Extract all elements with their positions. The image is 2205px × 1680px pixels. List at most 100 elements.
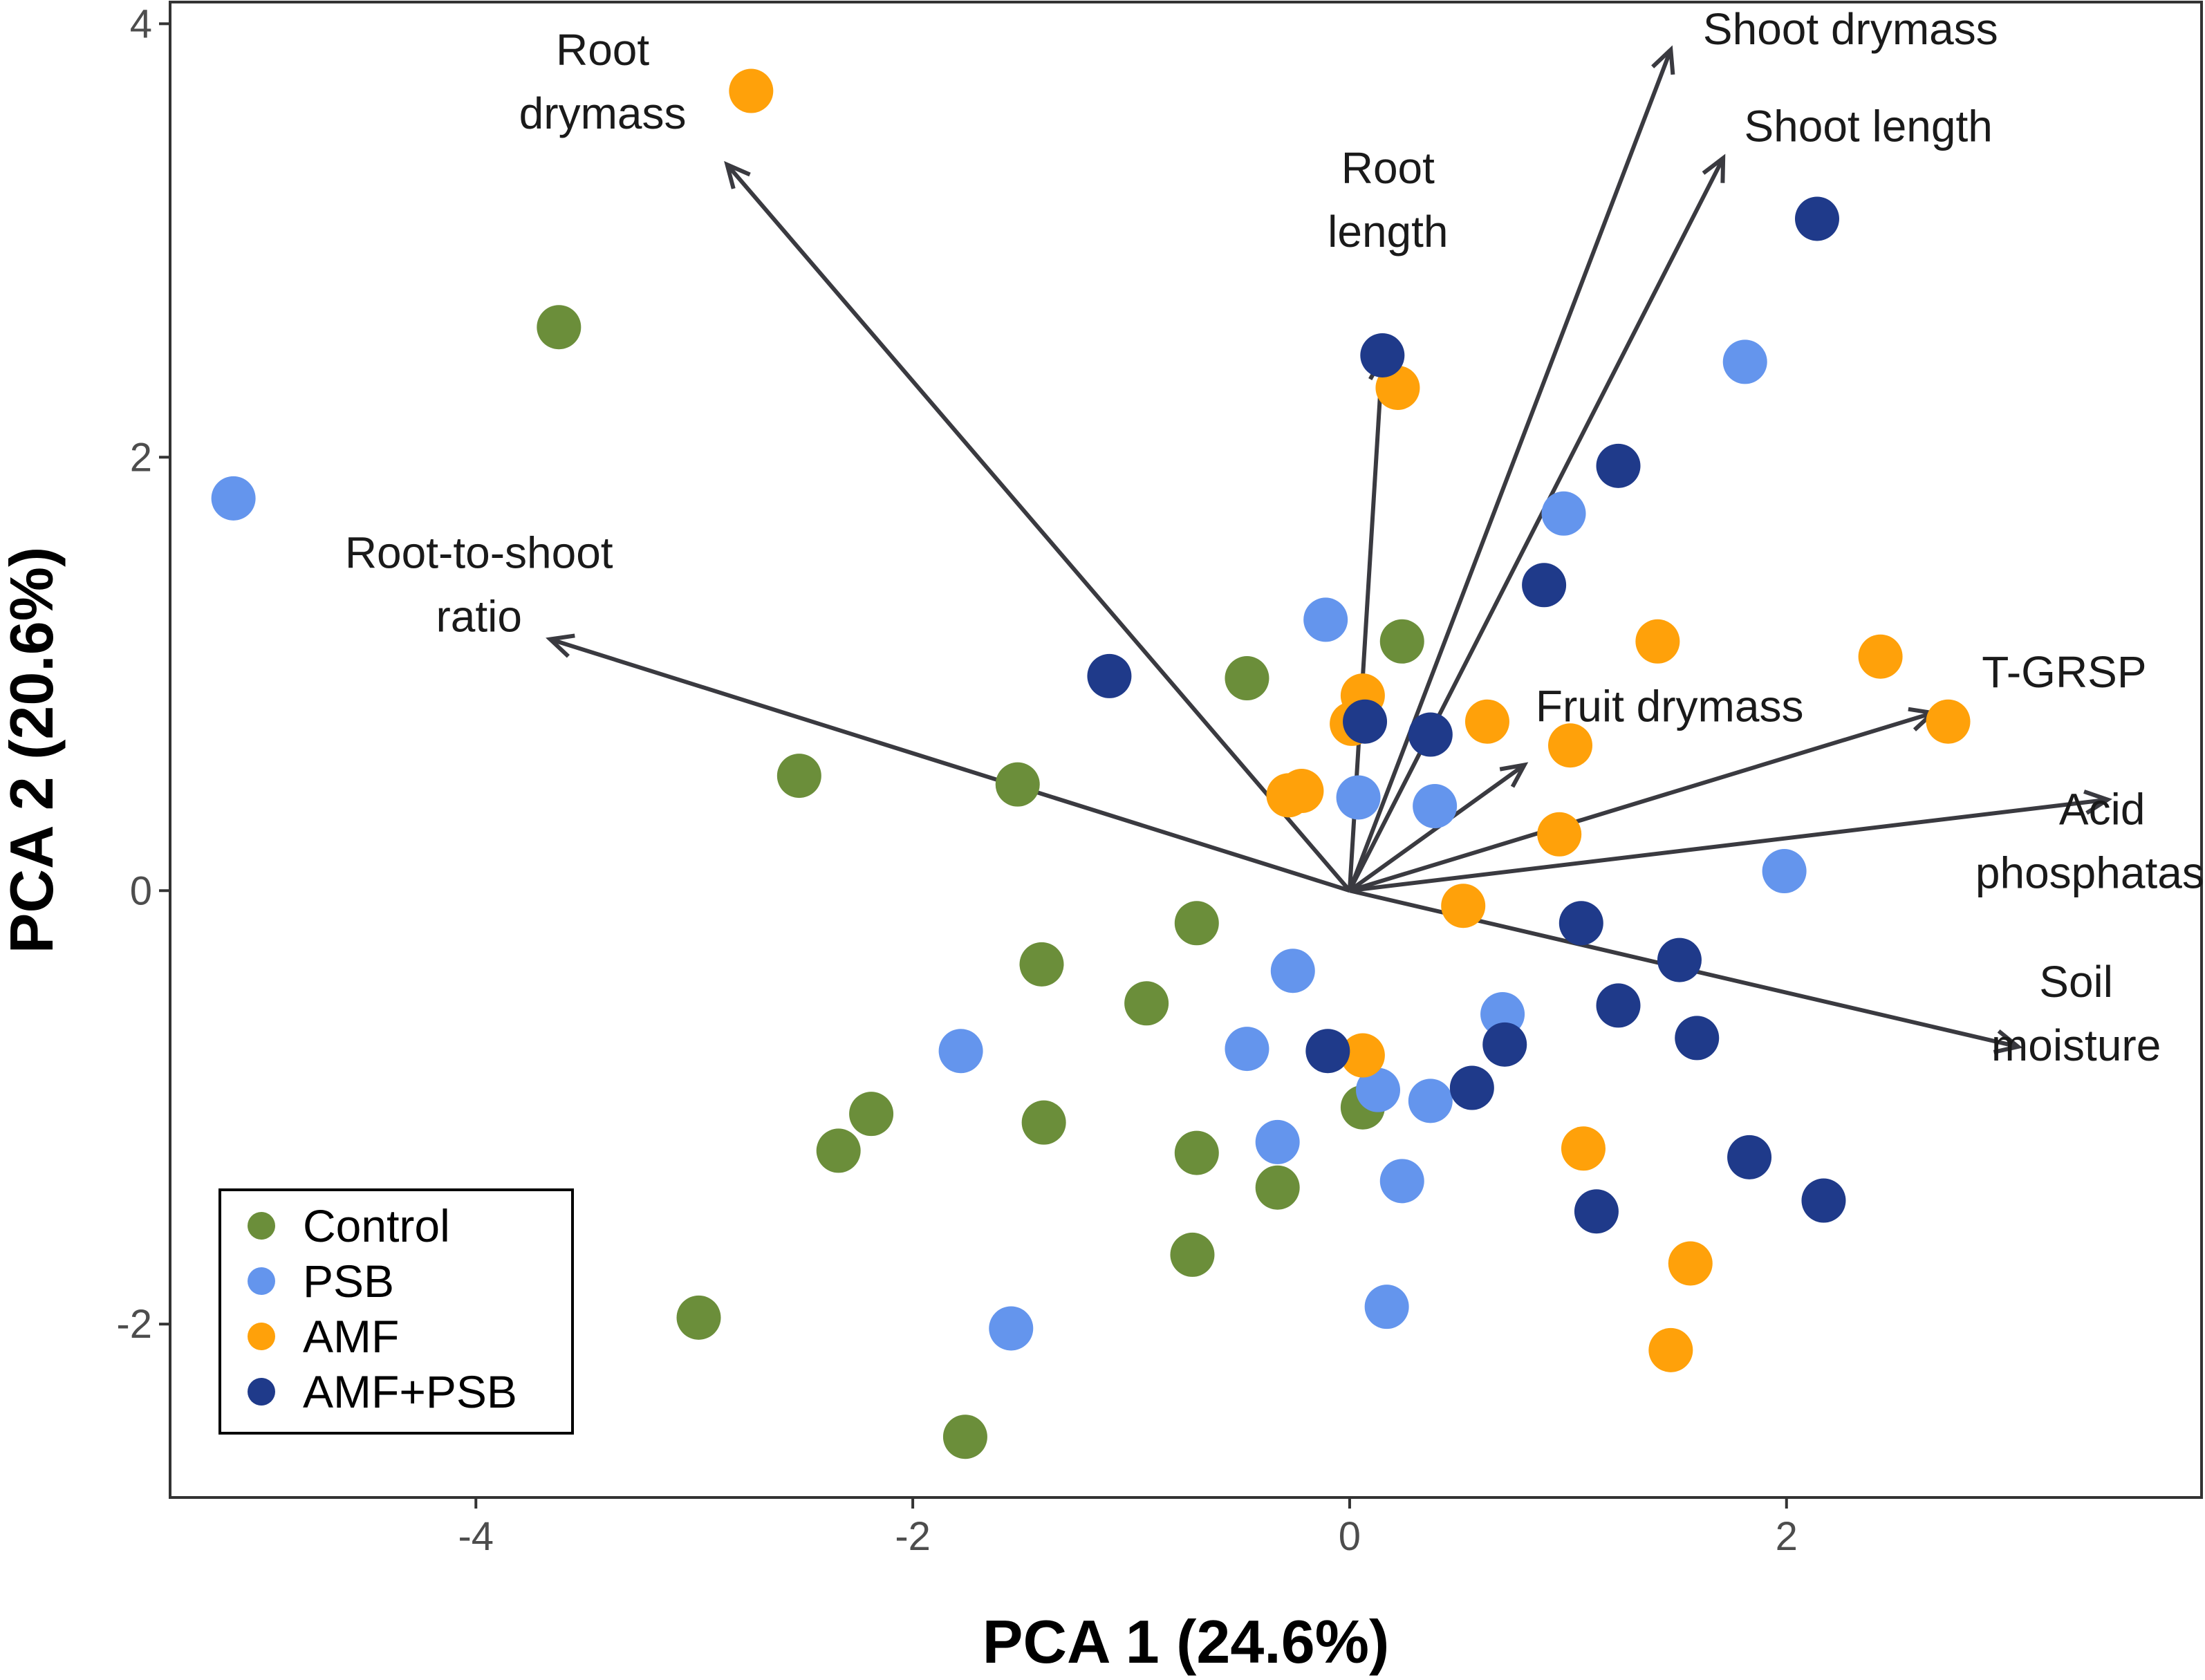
loading-label-t-grsp: T-GRSP <box>1982 647 2146 697</box>
loading-label-shoot-drymass: Shoot drymass <box>1703 4 1998 54</box>
point-psb <box>989 1306 1034 1351</box>
x-tick-label: 0 <box>1339 1514 1361 1559</box>
point-control <box>816 1128 861 1173</box>
point-control <box>1170 1232 1215 1277</box>
arrowhead-shoot-length <box>1702 153 1726 183</box>
point-psb <box>1225 1027 1269 1072</box>
point-psb <box>1408 1079 1453 1123</box>
point-psb <box>1541 491 1586 536</box>
legend-label-amf: AMF <box>303 1311 399 1362</box>
point-amf <box>1537 812 1582 857</box>
point-amf-psb <box>1675 1016 1720 1061</box>
point-psb <box>1336 775 1381 820</box>
point-control <box>776 754 821 799</box>
point-psb <box>1379 1159 1424 1204</box>
loading-label-root-length: length <box>1328 207 1448 256</box>
point-control <box>942 1415 987 1459</box>
y-tick-label: 4 <box>130 1 152 46</box>
point-amf-psb <box>1408 712 1453 757</box>
x-tick-label: -4 <box>458 1514 494 1559</box>
loading-label-root-length: Root <box>1341 143 1435 193</box>
point-control <box>537 305 582 350</box>
point-control <box>1255 1165 1300 1210</box>
score-points <box>211 68 1971 1459</box>
point-amf-psb <box>1482 1022 1527 1067</box>
point-amf-psb <box>1596 983 1641 1028</box>
loading-label-fruit-drymass: Fruit drymass <box>1536 681 1804 731</box>
loading-label-root-drymass: Root <box>556 25 649 75</box>
point-amf-psb <box>1794 196 1839 241</box>
point-psb <box>1255 1119 1300 1164</box>
legend-box <box>218 1188 574 1435</box>
point-control <box>849 1092 894 1137</box>
loading-label-soil-moisture: moisture <box>1991 1020 2161 1070</box>
point-control <box>1019 942 1064 987</box>
y-tick-label: 2 <box>130 435 152 480</box>
point-amf <box>1548 723 1593 768</box>
point-amf-psb <box>1449 1065 1494 1110</box>
point-psb <box>938 1029 983 1074</box>
legend-marker-psb <box>248 1267 275 1295</box>
point-control <box>995 762 1040 807</box>
y-tick-label: -2 <box>116 1302 152 1347</box>
loading-label-acid-phosphatase: phosphatase <box>1975 848 2205 898</box>
loading-label-shoot-length: Shoot length <box>1744 102 1992 151</box>
y-axis-title: PCA 2 (20.6%) <box>0 547 66 954</box>
point-psb <box>1413 784 1458 829</box>
loading-arrow-shoot-drymass <box>1348 48 1673 892</box>
point-psb <box>1722 339 1767 384</box>
arrowhead-acid-phosphatase <box>2083 790 2113 815</box>
point-control <box>1379 619 1424 664</box>
point-amf-psb <box>1087 653 1132 698</box>
point-psb <box>1364 1285 1409 1329</box>
x-axis-title: PCA 1 (24.6%) <box>983 1607 1390 1676</box>
x-tick-label: 2 <box>1776 1514 1798 1559</box>
loading-label-root-to-shoot-ratio: Root-to-shoot <box>345 528 613 578</box>
legend-marker-control <box>248 1212 275 1240</box>
arrowhead-shoot-drymass <box>1651 45 1675 75</box>
point-amf-psb <box>1801 1178 1846 1223</box>
point-psb <box>211 476 256 521</box>
point-amf-psb <box>1657 937 1702 982</box>
y-tick-label: 0 <box>130 868 152 913</box>
point-amf <box>1668 1241 1713 1286</box>
point-control <box>1225 656 1269 701</box>
arrowhead-fruit-drymass <box>1499 762 1529 788</box>
point-control <box>676 1295 721 1340</box>
legend-label-amf-psb: AMF+PSB <box>303 1366 517 1417</box>
legend-label-psb: PSB <box>303 1256 394 1307</box>
point-amf-psb <box>1305 1029 1350 1074</box>
loading-label-root-drymass: drymass <box>519 88 687 138</box>
point-amf-psb <box>1360 333 1405 377</box>
point-control <box>1021 1100 1066 1145</box>
loading-arrow-shoot-length <box>1348 157 1725 892</box>
loading-arrow-acid-phosphatase <box>1349 797 2108 893</box>
point-psb <box>1303 597 1348 642</box>
loading-arrow-root-drymass <box>725 163 1352 893</box>
x-tick-label: -2 <box>895 1514 931 1559</box>
point-amf-psb <box>1343 699 1388 744</box>
legend-label-control: Control <box>303 1200 450 1251</box>
point-amf <box>1926 699 1971 744</box>
point-amf-psb <box>1727 1135 1772 1179</box>
point-amf <box>1464 699 1509 744</box>
point-amf <box>729 68 774 113</box>
arrowhead-root-to-shoot-ratio <box>546 633 575 658</box>
legend-marker-amf <box>248 1323 275 1350</box>
point-control <box>1174 1130 1219 1175</box>
arrowhead-soil-moisture <box>1993 1029 2023 1054</box>
point-amf-psb <box>1559 901 1603 946</box>
point-amf-psb <box>1574 1189 1619 1234</box>
arrowhead-root-drymass <box>724 160 751 189</box>
loading-label-root-to-shoot-ratio: ratio <box>436 592 522 642</box>
point-psb <box>1762 849 1807 894</box>
point-amf <box>1635 619 1680 664</box>
point-amf <box>1266 773 1311 818</box>
point-amf-psb <box>1596 443 1641 488</box>
point-control <box>1174 901 1219 946</box>
point-amf <box>1561 1126 1606 1171</box>
point-amf-psb <box>1522 563 1567 608</box>
